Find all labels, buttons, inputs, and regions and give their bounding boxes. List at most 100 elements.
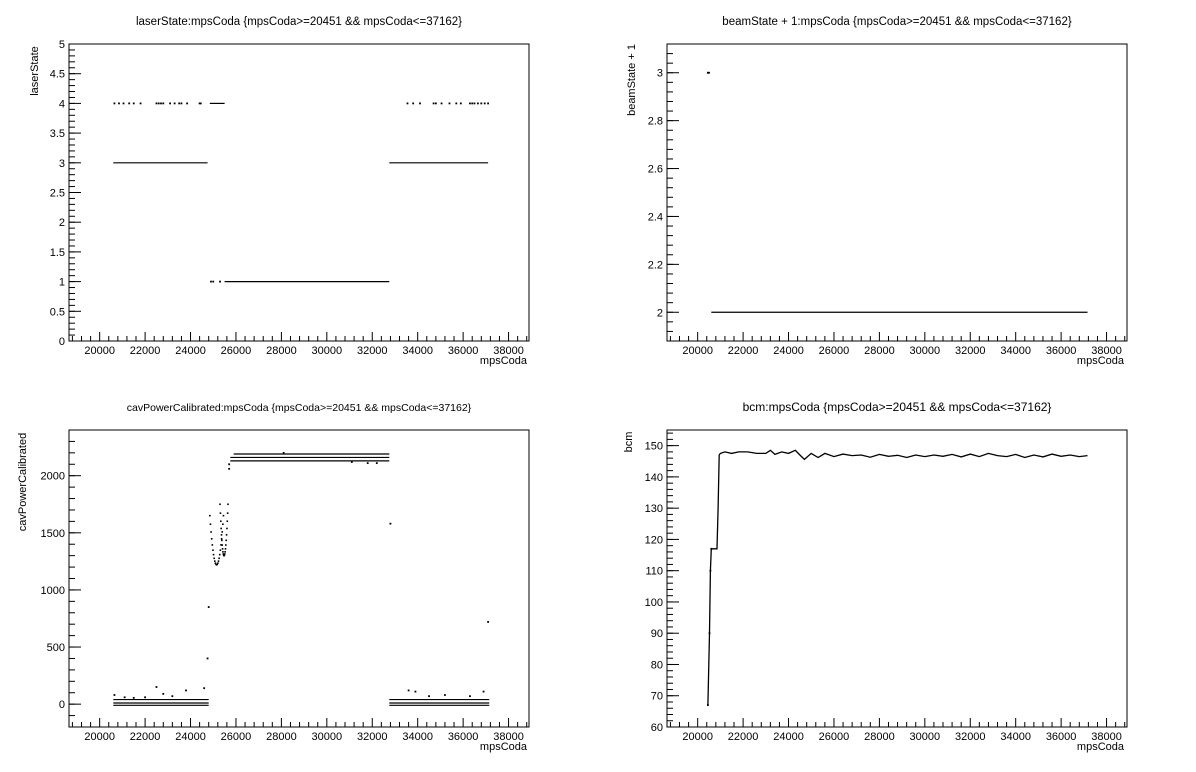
- data-point: [406, 102, 409, 105]
- data-point: [128, 102, 131, 105]
- data-point: [221, 539, 223, 542]
- data-point: [139, 102, 142, 105]
- data-series-line: [707, 449, 1088, 706]
- x-tick-label: 26000: [819, 345, 850, 357]
- y-tick-label: 130: [645, 503, 663, 515]
- y-tick-label: 4: [59, 98, 65, 110]
- data-point: [471, 102, 474, 105]
- y-tick-label: 2: [59, 217, 65, 229]
- data-point: [162, 692, 165, 695]
- data-point: [224, 548, 227, 550]
- data-point: [162, 102, 165, 105]
- data-point: [219, 512, 222, 514]
- data-point: [220, 534, 223, 536]
- panel-cav-power: cavPowerCalibrated:mpsCoda {mpsCoda>=204…: [17, 402, 530, 753]
- panel-3-ylabel: cavPowerCalibrated: [17, 433, 29, 531]
- data-point: [282, 451, 285, 454]
- data-point: [707, 704, 709, 707]
- data-point: [185, 689, 187, 692]
- data-point: [487, 621, 490, 623]
- data-point: [225, 534, 228, 536]
- data-point: [221, 531, 224, 533]
- data-point: [366, 462, 369, 465]
- data-point: [207, 606, 210, 608]
- x-tick-label: 38000: [493, 731, 524, 743]
- data-point: [223, 554, 226, 557]
- x-tick-label: 22000: [130, 731, 161, 743]
- data-point: [222, 514, 225, 517]
- data-point: [211, 544, 214, 546]
- data-point: [350, 461, 353, 463]
- data-point: [440, 102, 443, 105]
- data-point: [226, 527, 228, 530]
- x-tick-label: 30000: [910, 731, 941, 743]
- y-tick-label: 3: [657, 68, 663, 80]
- data-point: [198, 102, 201, 105]
- data-point: [216, 563, 219, 566]
- data-point: [469, 102, 471, 105]
- x-tick-label: 34000: [1000, 345, 1031, 357]
- y-tick-label: 500: [47, 642, 65, 654]
- y-tick-label: 1500: [41, 528, 65, 540]
- panel-4-plot-area: 20000 22000 24000 26000 28000 30000 32000 34000…: [645, 429, 1128, 743]
- data-point: [482, 690, 485, 693]
- y-tick-label: 0: [59, 699, 65, 711]
- plot-frame: [68, 429, 530, 728]
- x-tick-label: 32000: [955, 345, 986, 357]
- y-tick-label: 70: [651, 691, 663, 703]
- panel-4-xlabel: mpsCoda: [1077, 741, 1125, 753]
- y-tick-label: 4.5: [50, 69, 65, 81]
- data-point: [225, 544, 227, 546]
- y-tick-label: 90: [651, 628, 663, 640]
- y-tick-label: 2000: [41, 471, 65, 483]
- y-tick-label: 1: [59, 277, 65, 289]
- panel-1-title: laserState:mpsCoda {mpsCoda>=20451 && mp…: [136, 16, 462, 28]
- data-point: [375, 462, 378, 465]
- data-point: [226, 512, 229, 514]
- x-tick-label: 24000: [773, 345, 804, 357]
- data-point: [220, 538, 223, 540]
- x-tick-label: 22000: [728, 731, 759, 743]
- data-point: [209, 523, 212, 525]
- data-point: [219, 280, 221, 283]
- y-tick-label: 0: [59, 336, 65, 348]
- data-point: [171, 695, 174, 698]
- x-tick-label: 38000: [1091, 731, 1122, 743]
- x-tick-label: 30000: [312, 731, 343, 743]
- data-point: [710, 547, 713, 550]
- data-point: [459, 102, 462, 105]
- x-tick-label: 26000: [221, 731, 252, 743]
- data-point: [217, 562, 219, 564]
- data-point: [219, 520, 222, 523]
- data-point: [455, 102, 458, 105]
- data-point: [228, 467, 231, 470]
- data-point: [483, 102, 486, 105]
- y-tick-label: 100: [645, 597, 663, 609]
- data-point: [157, 102, 160, 105]
- data-point: [428, 695, 430, 698]
- data-point: [173, 102, 176, 105]
- data-point: [222, 553, 225, 555]
- x-tick-label: 22000: [728, 345, 759, 357]
- y-tick-label: 2: [657, 307, 663, 319]
- x-tick-label: 20000: [682, 731, 713, 743]
- data-point: [225, 539, 228, 542]
- x-tick-label: 28000: [266, 345, 297, 357]
- data-point: [132, 102, 135, 105]
- data-point: [221, 548, 224, 550]
- data-point: [419, 102, 421, 105]
- data-point: [160, 102, 162, 105]
- y-tick-label: 0.5: [50, 306, 65, 318]
- y-tick-label: 140: [645, 472, 663, 484]
- x-tick-label: 36000: [1046, 345, 1077, 357]
- plot-frame: [666, 43, 1128, 342]
- data-point: [444, 694, 446, 696]
- x-tick-label: 30000: [312, 345, 343, 357]
- x-tick-label: 36000: [1046, 731, 1077, 743]
- data-point: [203, 687, 206, 690]
- x-tick-label: 20000: [84, 731, 115, 743]
- y-tick-label: 3.5: [50, 128, 65, 140]
- y-tick-label: 2.6: [648, 164, 663, 176]
- x-tick-label: 32000: [357, 731, 388, 743]
